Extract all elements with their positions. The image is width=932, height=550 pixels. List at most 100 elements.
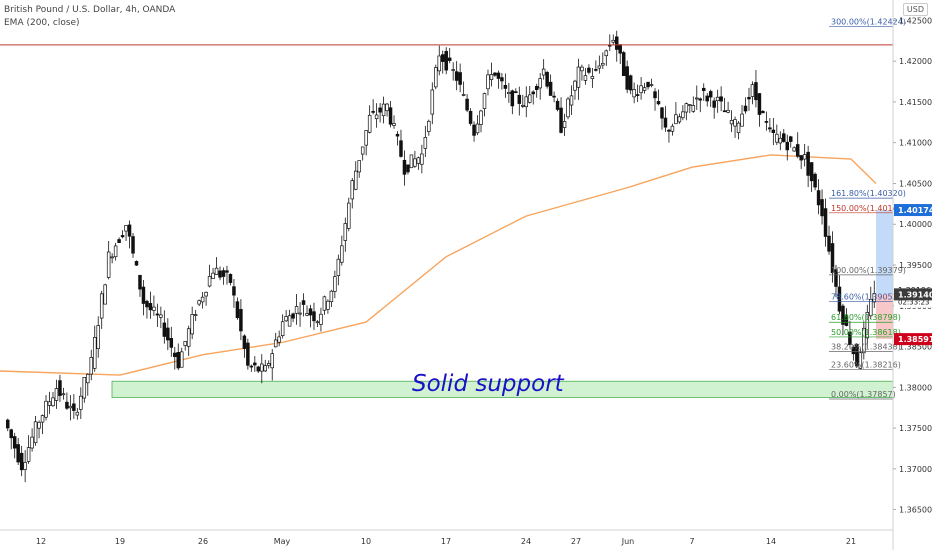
candle-body	[649, 84, 654, 86]
candle-body	[712, 100, 716, 108]
candle-body	[569, 95, 574, 106]
candle-body	[562, 121, 567, 128]
fib-level-label: 23.60%(1.38216)	[831, 361, 901, 370]
time-tick-label: 27	[571, 537, 581, 546]
candle-body	[862, 327, 866, 354]
candle-body	[486, 74, 490, 90]
price-tick-label: 1.37000	[899, 465, 932, 474]
candle-body	[173, 352, 177, 357]
candle-body	[482, 93, 487, 109]
fib-level-label: 300.00%(1.42424)	[831, 18, 906, 27]
price-tick-label: 1.37500	[899, 424, 932, 433]
candle-body	[764, 121, 769, 123]
time-tick-label: 17	[441, 537, 451, 546]
candle-body	[701, 87, 706, 92]
time-axis[interactable]: 12 19 26 May 10 17 24 27 Jun 7 14 21	[0, 529, 893, 546]
candle-body	[333, 276, 337, 292]
candle-body	[580, 66, 584, 72]
candle-body	[534, 86, 539, 90]
candle-body	[319, 313, 323, 325]
candle-body	[548, 81, 553, 96]
candle-body	[750, 84, 755, 97]
price-tick-label: 1.40000	[899, 220, 932, 229]
candle-body	[12, 436, 17, 449]
candle-body	[743, 105, 748, 112]
candle-body	[214, 267, 219, 275]
candle-body	[117, 239, 121, 243]
candles-layer	[5, 30, 877, 483]
candle-body	[865, 312, 870, 339]
candle-body	[89, 357, 94, 375]
candle-body	[611, 39, 616, 43]
candle-body	[754, 82, 758, 101]
candle-body	[75, 411, 80, 416]
candle-body	[684, 103, 689, 113]
candle-body	[500, 77, 504, 82]
candle-body	[736, 122, 741, 134]
candle-body	[413, 158, 417, 167]
currency-unit-button[interactable]: USD	[902, 3, 928, 16]
fib-layer: 300.00%(1.42424) 161.80%(1.40320) 150.00%(…	[829, 18, 906, 400]
candle-body	[336, 258, 341, 276]
candle-body	[16, 444, 20, 463]
candle-body	[778, 137, 783, 144]
candle-body	[590, 76, 595, 80]
candle-body	[141, 286, 146, 304]
candle-body	[809, 162, 814, 182]
candle-body	[656, 101, 661, 105]
candle-body	[409, 154, 414, 169]
candle-body	[799, 155, 803, 161]
candle-body	[670, 125, 675, 132]
fib-level-label: 0.00%(1.37857)	[831, 390, 896, 399]
candle-body	[816, 190, 821, 206]
candle-body	[834, 269, 838, 287]
candle-body	[249, 365, 254, 368]
candle-body	[350, 180, 355, 200]
candle-body	[343, 223, 348, 241]
candle-body	[186, 328, 191, 347]
candle-body	[65, 401, 69, 409]
candle-body	[273, 339, 278, 348]
fib-level-label: 78.60%(1.39053)	[831, 292, 901, 301]
candle-body	[573, 80, 577, 91]
candle-body	[663, 117, 668, 128]
candle-body	[26, 447, 31, 462]
candle-body	[628, 75, 633, 91]
candle-body	[423, 137, 428, 149]
candle-body	[33, 421, 38, 444]
position-profit-zone	[876, 210, 893, 295]
candle-body	[270, 353, 274, 369]
fib-level-label: 161.80%(1.40320)	[831, 189, 906, 198]
candle-body	[364, 130, 368, 146]
candle-body	[667, 129, 671, 132]
candle-body	[399, 140, 403, 157]
candle-body	[280, 321, 285, 336]
candle-body	[99, 293, 104, 319]
candle-body	[113, 245, 118, 258]
candle-body	[454, 71, 459, 81]
candle-body	[197, 300, 201, 305]
candle-body	[653, 91, 657, 99]
price-axis[interactable]: 1.42500 1.42000 1.41500 1.41000 1.40500 1.400…	[892, 0, 932, 550]
fib-level-label: 61.80%(1.38798)	[831, 313, 901, 322]
candle-body	[266, 363, 271, 366]
time-tick-label: 12	[36, 537, 46, 546]
candle-body	[416, 157, 421, 164]
time-tick-label: 14	[766, 537, 776, 546]
candle-body	[465, 98, 469, 111]
candle-body	[674, 114, 678, 125]
price-tick-label: 1.42500	[899, 16, 932, 25]
time-tick-label: 24	[521, 537, 531, 546]
price-tick-label: 1.41000	[899, 139, 932, 148]
candle-body	[395, 133, 400, 137]
candle-body	[618, 44, 622, 54]
candle-body	[68, 405, 73, 409]
candle-body	[538, 78, 542, 89]
candle-body	[757, 93, 762, 115]
candle-body	[353, 170, 358, 190]
candle-body	[722, 110, 727, 113]
candle-body	[322, 296, 327, 311]
candle-body	[447, 57, 452, 61]
candle-body	[531, 91, 535, 95]
